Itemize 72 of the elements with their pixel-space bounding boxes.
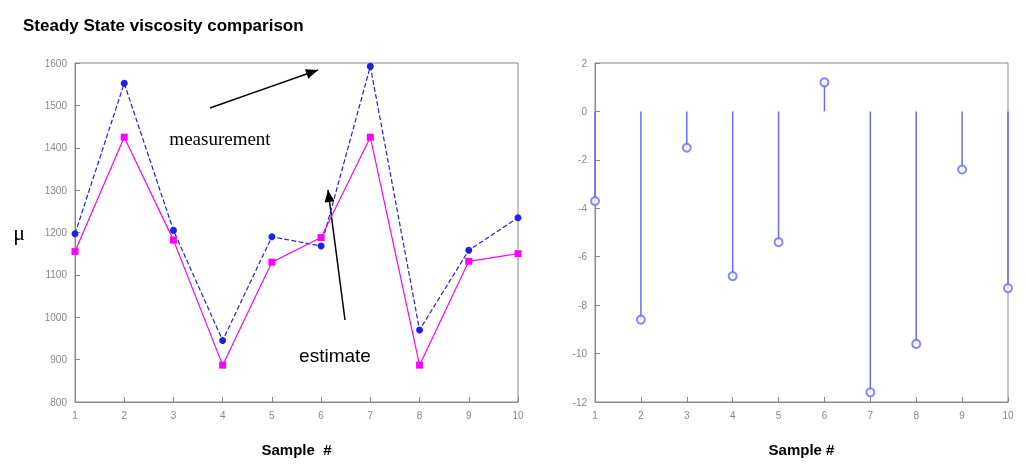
- point: [1003, 283, 1013, 294]
- x-tick-label: 4: [219, 409, 226, 421]
- y-tick-label: -4: [578, 202, 588, 214]
- x-tick-label: 4: [729, 409, 736, 421]
- point: [590, 196, 600, 207]
- point: [169, 236, 177, 244]
- x-tick-label: 6: [318, 409, 325, 421]
- y-tick-label: 1200: [44, 227, 68, 238]
- y-tick-label: 1100: [45, 269, 68, 281]
- annotation: estimate: [299, 344, 371, 366]
- point: [681, 142, 692, 153]
- y-tick-label: 1400: [44, 142, 68, 154]
- point: [819, 77, 830, 88]
- y-tick-label: 900: [50, 354, 68, 366]
- x-tick-label: 3: [684, 409, 690, 421]
- x-tick-label: 5: [269, 409, 276, 421]
- point: [727, 271, 738, 282]
- y-tick-label: -8: [578, 299, 588, 311]
- point: [865, 387, 876, 398]
- x-axis-title: Sample #: [768, 441, 836, 458]
- x-tick-label: 8: [913, 409, 920, 421]
- point: [268, 233, 276, 241]
- y-tick-label: 1300: [44, 184, 68, 196]
- point: [911, 338, 922, 349]
- point: [416, 326, 424, 334]
- point: [268, 258, 276, 266]
- point: [120, 79, 128, 87]
- y-tick-label: -2: [578, 154, 588, 166]
- point: [635, 314, 646, 325]
- chart-title: Steady State viscosity comparison: [23, 16, 304, 35]
- x-tick-label: 7: [367, 409, 374, 421]
- x-tick-label: 1: [592, 409, 599, 421]
- y-axis-title: μ: [13, 220, 25, 245]
- y-tick-label: 1000: [44, 311, 68, 323]
- point: [71, 248, 79, 256]
- x-tick-label: 6: [821, 409, 828, 421]
- x-tick-label: 8: [416, 409, 423, 421]
- point: [219, 337, 227, 345]
- point: [514, 214, 522, 222]
- x-tick-label: 10: [1002, 409, 1014, 421]
- x-tick-label: 9: [959, 409, 966, 421]
- point: [366, 133, 374, 141]
- point: [514, 250, 522, 258]
- y-tick-label: 1500: [44, 99, 68, 111]
- x-tick-label: 9: [466, 409, 472, 421]
- y-tick-label: 1600: [44, 57, 68, 69]
- y-tick-label: -6: [578, 251, 588, 263]
- x-axis-title: Sample #: [261, 441, 333, 458]
- y-tick-label: 0: [581, 105, 588, 117]
- point: [465, 246, 473, 254]
- x-tick-label: 2: [121, 409, 128, 421]
- annotation: measurement: [169, 127, 272, 149]
- x-tick-label: 7: [867, 409, 874, 421]
- point: [465, 257, 473, 265]
- x-tick-label: 1: [72, 409, 79, 421]
- point: [169, 226, 177, 234]
- y-tick-label: 2: [581, 57, 588, 69]
- point: [219, 361, 227, 369]
- y-tick-label: 800: [50, 396, 68, 408]
- point: [416, 361, 424, 369]
- point: [120, 133, 128, 141]
- x-tick-label: 3: [170, 409, 177, 421]
- y-tick-label: -12: [572, 396, 588, 408]
- x-tick-label: 10: [512, 409, 524, 421]
- point: [957, 164, 968, 175]
- point: [317, 234, 325, 242]
- x-tick-label: 5: [775, 409, 782, 421]
- y-tick-label: -10: [572, 348, 588, 360]
- point: [366, 62, 374, 70]
- point: [773, 237, 784, 248]
- x-tick-label: 2: [638, 409, 645, 421]
- point: [71, 230, 79, 238]
